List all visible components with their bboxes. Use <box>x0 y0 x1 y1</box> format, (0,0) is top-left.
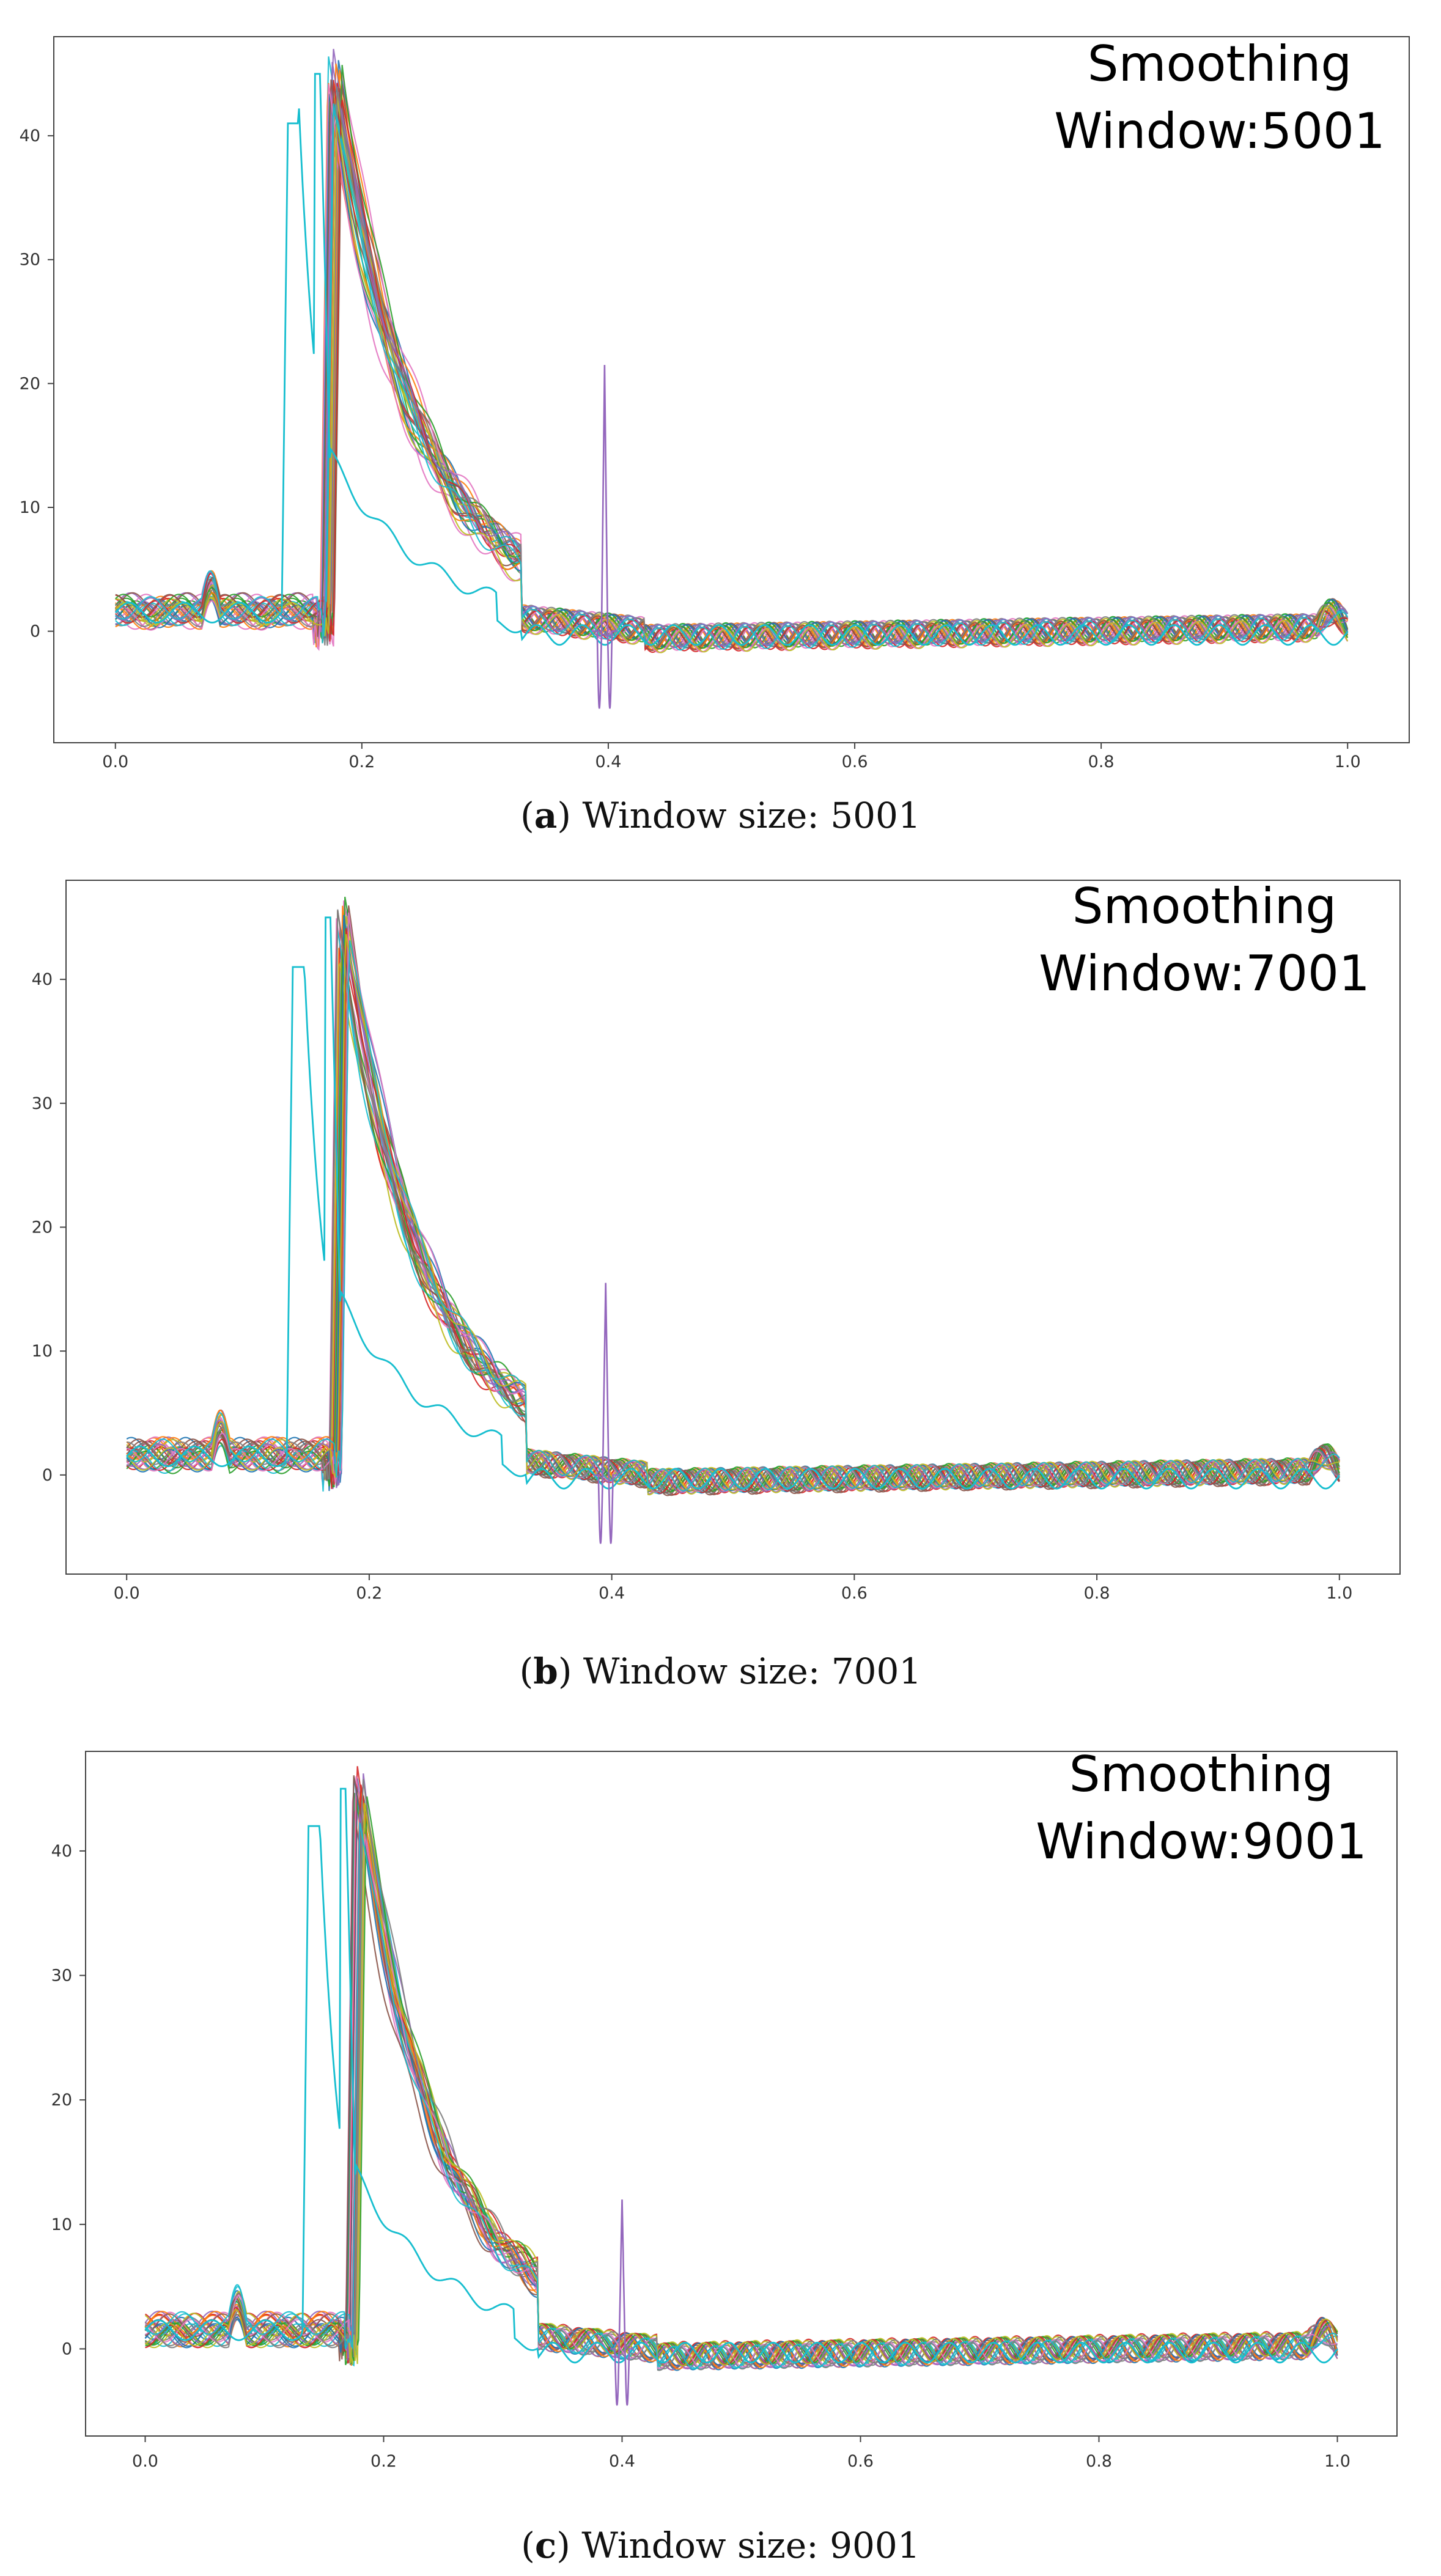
annotation-line-1: Smoothing <box>1069 1746 1333 1803</box>
chart-panel-a: 0.0 0.2 0.4 0.6 0.8 1.0 0 10 20 30 40 Smoothing Wind… <box>0 0 1441 856</box>
x-tick-label: 0.8 <box>1086 2452 1112 2471</box>
spike-series-line <box>592 364 617 709</box>
x-tick-label: 0.6 <box>841 1584 868 1603</box>
y-tick-label: 20 <box>32 1218 53 1237</box>
caption-c: (c) Window size: 9001 <box>521 2525 920 2566</box>
x-tick-label: 0.8 <box>1088 753 1115 771</box>
x-tick-label: 0.6 <box>842 753 868 771</box>
series-line <box>144 1803 1338 2366</box>
annotation-line-1: Smoothing <box>1072 878 1336 935</box>
y-tick-label: 0 <box>42 1466 53 1485</box>
series-line <box>126 910 1340 1494</box>
caption-label-b: b <box>533 1650 558 1692</box>
plot-area <box>144 1766 1338 2406</box>
series-line <box>145 1779 1338 2367</box>
y-tick-label: 0 <box>62 2339 72 2358</box>
caption-b: (b) Window size: 7001 <box>519 1650 922 1692</box>
plot-area <box>114 48 1349 709</box>
y-tick-label: 0 <box>30 622 40 641</box>
y-tick-label: 40 <box>32 970 53 989</box>
y-tick-label: 30 <box>51 1967 72 1985</box>
y-tick-label: 10 <box>51 2215 72 2234</box>
x-tick-label: 0.0 <box>132 2452 158 2471</box>
chart-panel-b: 0.0 0.2 0.4 0.6 0.8 1.0 0 10 20 30 40 Smoothing Wind… <box>0 856 1441 1724</box>
chart-b: 0.0 0.2 0.4 0.6 0.8 1.0 0 10 20 30 40 Smoothing Wind… <box>32 878 1401 1603</box>
y-tick-label: 30 <box>32 1094 53 1113</box>
series-line <box>126 940 1340 1492</box>
x-tick-label: 0.4 <box>599 1584 625 1603</box>
chart-a: 0.0 0.2 0.4 0.6 0.8 1.0 0 10 20 30 40 Smoothing Wind… <box>20 35 1410 771</box>
x-tick-label: 0.4 <box>595 753 621 771</box>
y-tick-label: 10 <box>20 498 40 517</box>
series-line <box>144 1822 1338 2370</box>
spike-series-line <box>593 1282 618 1544</box>
outlier-series-line <box>114 73 1349 646</box>
x-tick-label: 0.6 <box>847 2452 874 2471</box>
y-tick-label: 30 <box>20 251 40 270</box>
outlier-series-line <box>144 1787 1338 2364</box>
x-tick-label: 0.2 <box>370 2452 397 2471</box>
x-tick-label: 0.0 <box>102 753 128 771</box>
series-line <box>115 103 1349 651</box>
y-tick-label: 40 <box>20 127 40 145</box>
series-line <box>115 79 1348 652</box>
caption-text-a: Window size: 5001 <box>582 795 921 836</box>
caption-text-c: Window size: 9001 <box>581 2525 920 2566</box>
series-line <box>126 934 1340 1492</box>
x-tick-label: 1.0 <box>1326 1584 1352 1603</box>
x-tick-label: 0.2 <box>356 1584 382 1603</box>
annotation-line-2: Window:5001 <box>1054 103 1385 160</box>
annotation-line-2: Window:7001 <box>1039 945 1370 1002</box>
annotation-line-1: Smoothing <box>1088 35 1352 92</box>
outlier-series-line <box>126 916 1340 1490</box>
chart-c: 0.0 0.2 0.4 0.6 0.8 1.0 0 10 20 30 40 Smoothing Wind… <box>51 1746 1398 2471</box>
y-tick-label: 20 <box>51 2091 72 2110</box>
x-tick-label: 0.4 <box>609 2452 635 2471</box>
series-line <box>144 1833 1338 2369</box>
x-tick-label: 0.0 <box>114 1584 140 1603</box>
y-tick-label: 10 <box>32 1342 53 1361</box>
y-tick-label: 40 <box>51 1842 72 1861</box>
annotation-line-2: Window:9001 <box>1036 1813 1367 1870</box>
x-tick-label: 1.0 <box>1335 753 1361 771</box>
x-tick-label: 0.2 <box>348 753 375 771</box>
x-tick-label: 0.8 <box>1084 1584 1110 1603</box>
y-tick-label: 20 <box>20 374 40 393</box>
x-tick-label: 1.0 <box>1324 2452 1351 2471</box>
chart-panel-c: 0.0 0.2 0.4 0.6 0.8 1.0 0 10 20 30 40 Smoothing Wind… <box>0 1724 1441 2576</box>
caption-a: (a) Window size: 5001 <box>520 795 921 836</box>
series-line <box>144 1818 1338 2366</box>
plot-area <box>126 896 1340 1544</box>
series-line <box>127 909 1340 1492</box>
caption-text-b: Window size: 7001 <box>583 1650 922 1692</box>
caption-label-c: c <box>534 2525 557 2566</box>
series-line <box>126 949 1340 1493</box>
spike-series-line <box>610 2199 634 2406</box>
caption-label-a: a <box>534 795 558 836</box>
